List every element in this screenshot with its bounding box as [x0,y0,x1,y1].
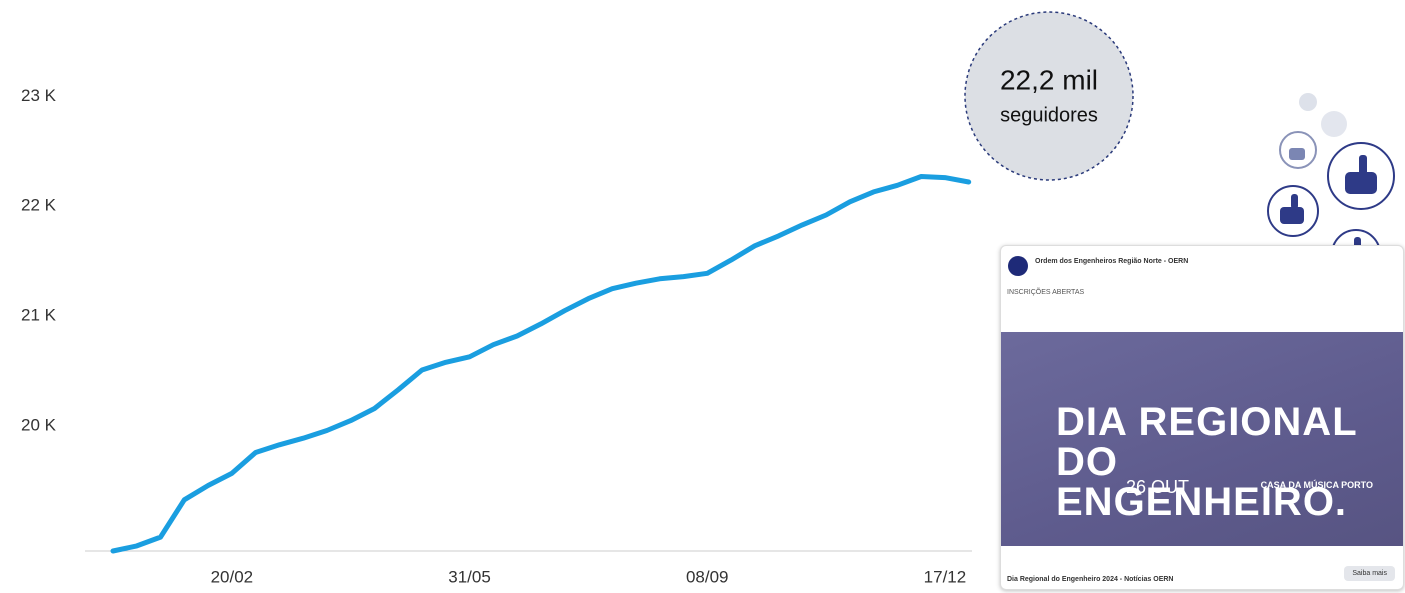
post-image: DIA REGIONAL DO ENGENHEIRO. 26 OUT CASA … [1001,332,1403,546]
post-page: Ordem dos Engenheiros Região Norte - OER… [1035,258,1189,265]
x-tick-label: 08/09 [686,567,729,586]
post-headline: DIA REGIONAL DO ENGENHEIRO. [1056,400,1357,524]
badge-unit: seguidores [1000,104,1098,126]
post-link: Dia Regional do Engenheiro 2024 - Notíci… [1007,576,1174,583]
post-button[interactable]: Saiba mais [1344,566,1395,581]
x-tick-label: 20/02 [211,567,254,586]
y-tick-label: 20 K [21,416,57,435]
y-tick-label: 22 K [21,196,57,215]
y-tick-label: 21 K [21,306,57,325]
post-date: 26 OUT [1126,477,1190,497]
y-tick-label: 23 K [21,86,57,105]
x-tick-label: 31/05 [448,567,491,586]
post-text: INSCRIÇÕES ABERTAS [1007,289,1085,296]
page-logo [1008,256,1028,276]
post-venue: CASA DA MÚSICA PORTO [1260,480,1373,490]
line-series [110,174,972,554]
x-tick-label: 17/12 [924,567,967,586]
facebook-post: Ordem dos Engenheiros Região Norte - OER… [1000,245,1404,590]
badge-circle [964,11,1134,181]
badge-value: 22,2 mil [1000,64,1098,95]
